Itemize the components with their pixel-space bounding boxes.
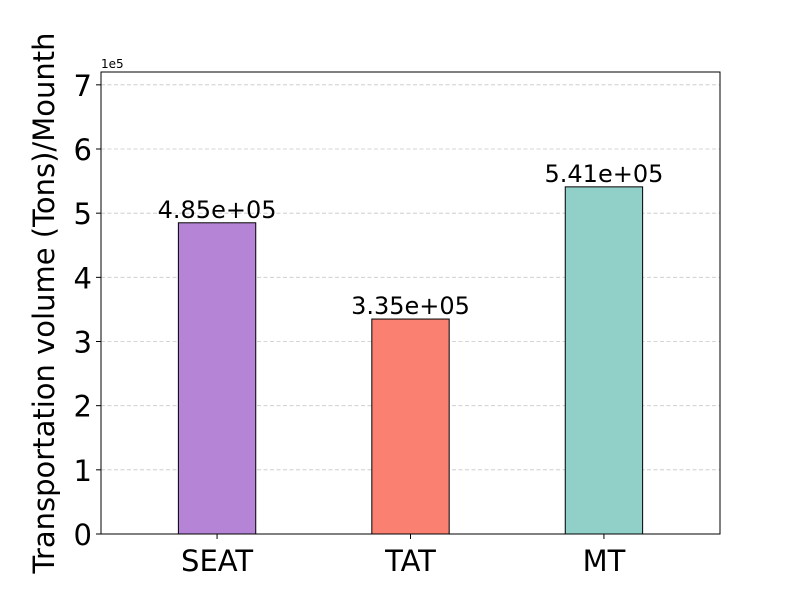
y-axis-ticks: 0 1 2 3 4 5 6 7	[74, 69, 101, 552]
x-tick-label: TAT	[384, 544, 436, 578]
y-tick-label: 4	[74, 261, 92, 295]
y-axis-label: Transportation volume (Tons)/Mounth	[27, 33, 61, 575]
x-tick-label: SEAT	[181, 544, 253, 578]
x-tick-label: MT	[583, 544, 626, 578]
y-tick-label: 7	[74, 69, 92, 103]
bar-tat	[371, 318, 450, 535]
y-tick-label: 5	[74, 197, 92, 231]
y-tick-label: 2	[74, 390, 92, 424]
value-label: 5.41e+05	[545, 160, 664, 188]
x-axis-ticks: SEAT TAT MT	[181, 534, 626, 578]
y-tick-label: 0	[74, 518, 92, 552]
bar-seat	[177, 222, 257, 535]
y-tick-label: 1	[74, 454, 92, 488]
value-labels: 4.85e+05 3.35e+05 5.41e+05	[158, 160, 664, 320]
y-tick-label: 6	[74, 133, 92, 167]
bars	[177, 186, 644, 535]
value-label: 3.35e+05	[351, 292, 470, 320]
bar-mt	[564, 186, 644, 535]
value-label: 4.85e+05	[158, 196, 277, 224]
y-tick-label: 3	[74, 326, 92, 360]
y-axis-offset-label: 1e5	[101, 57, 124, 71]
